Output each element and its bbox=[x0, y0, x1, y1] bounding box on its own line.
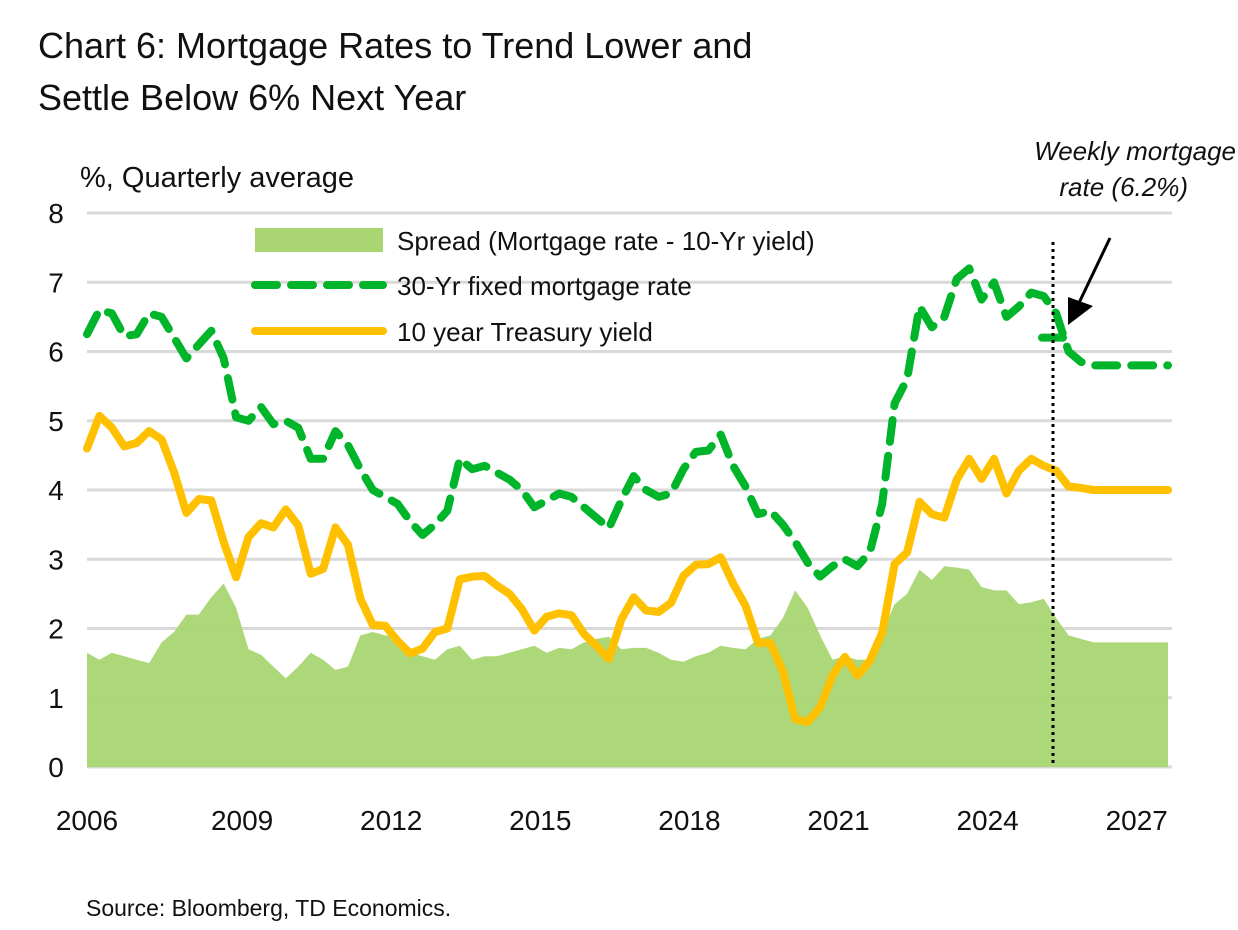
y-tick-label: 3 bbox=[48, 544, 64, 575]
x-tick-labels: 2006 2009 2012 2015 2018 2021 2024 2027 bbox=[56, 805, 1168, 836]
y-tick-label: 2 bbox=[48, 614, 64, 645]
legend-swatch-spread bbox=[255, 228, 383, 252]
chart-title-line-2: Settle Below 6% Next Year bbox=[38, 77, 466, 118]
series-mortgage-line bbox=[83, 264, 1172, 581]
y-tick-label: 4 bbox=[48, 475, 64, 506]
y-tick-label: 1 bbox=[48, 683, 64, 714]
x-tick-label: 2006 bbox=[56, 805, 118, 836]
y-tick-labels: 0 1 2 3 4 5 6 7 8 bbox=[48, 198, 64, 783]
series-layer bbox=[83, 264, 1172, 767]
x-tick-label: 2021 bbox=[807, 805, 869, 836]
legend-label-treasury: 10 year Treasury yield bbox=[397, 317, 653, 347]
x-tick-label: 2012 bbox=[360, 805, 422, 836]
y-tick-label: 6 bbox=[48, 337, 64, 368]
y-tick-label: 8 bbox=[48, 198, 64, 229]
y-tick-label: 7 bbox=[48, 267, 64, 298]
legend-label-mortgage: 30-Yr fixed mortgage rate bbox=[397, 271, 692, 301]
x-tick-label: 2015 bbox=[509, 805, 571, 836]
annotation-arrow-icon bbox=[1068, 237, 1112, 325]
series-treasury-line bbox=[83, 411, 1172, 726]
x-tick-label: 2018 bbox=[658, 805, 720, 836]
annotation-weekly-line-1: Weekly mortgage bbox=[1034, 136, 1236, 166]
source-note: Source: Bloomberg, TD Economics. bbox=[86, 895, 451, 921]
legend-label-spread: Spread (Mortgage rate - 10-Yr yield) bbox=[397, 226, 815, 256]
y-tick-label: 5 bbox=[48, 406, 64, 437]
chart-title-line-1: Chart 6: Mortgage Rates to Trend Lower a… bbox=[38, 25, 752, 66]
y-tick-label: 0 bbox=[48, 752, 64, 783]
y-axis-label: %, Quarterly average bbox=[80, 162, 354, 194]
annotation-weekly-line-2: rate (6.2%) bbox=[1059, 172, 1188, 202]
x-tick-label: 2024 bbox=[956, 805, 1018, 836]
x-tick-label: 2027 bbox=[1106, 805, 1168, 836]
legend: Spread (Mortgage rate - 10-Yr yield) 30-… bbox=[251, 226, 815, 347]
series-spread-area bbox=[87, 566, 1168, 767]
x-tick-label: 2009 bbox=[211, 805, 273, 836]
